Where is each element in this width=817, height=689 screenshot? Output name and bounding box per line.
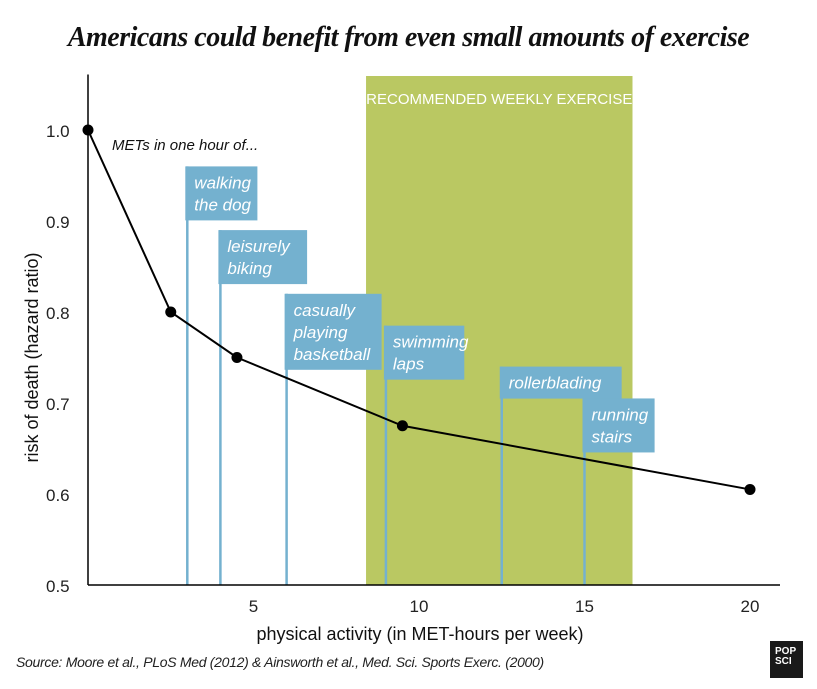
x-axis-label: physical activity (in MET-hours per week… — [256, 624, 583, 644]
activity-label-text: stairs — [592, 427, 633, 446]
activity-label-text: laps — [393, 355, 425, 374]
activity-label-box — [499, 366, 622, 399]
y-tick-label: 0.9 — [46, 213, 70, 232]
data-point — [82, 124, 94, 136]
activity-label-text: playing — [293, 323, 348, 342]
logo-line-2: SCI — [775, 656, 792, 667]
x-tick-label: 20 — [741, 597, 760, 616]
activity-label-text: leisurely — [227, 237, 291, 256]
data-point — [396, 420, 408, 432]
activity-label-box — [284, 293, 382, 370]
data-point — [231, 352, 243, 363]
activity-label-box — [582, 398, 655, 453]
y-axis-label: risk of death (hazard ratio) — [22, 252, 42, 462]
x-tick-label: 15 — [575, 597, 594, 616]
activity-label-text: casually — [294, 301, 357, 320]
y-tick-label: 0.5 — [46, 577, 70, 596]
recommended-exercise-label: RECOMMENDED WEEKLY EXERCISE — [366, 91, 632, 108]
y-tick-label: 0.6 — [46, 486, 70, 505]
data-point — [744, 483, 756, 495]
logo-line-1: POP — [775, 646, 797, 657]
activity-label-box — [218, 230, 308, 285]
data-point — [165, 306, 177, 318]
activity-label-text: basketball — [294, 345, 372, 364]
activity-label-text: running — [592, 405, 649, 424]
popsci-logo: POP SCI — [770, 641, 803, 678]
chart-title: Americans could benefit from even small … — [67, 22, 750, 53]
y-tick-label: 1.0 — [46, 122, 70, 141]
x-tick-label: 5 — [249, 597, 258, 616]
y-tick-label: 0.7 — [46, 395, 70, 414]
activity-label-box — [383, 325, 465, 380]
activity-label-box — [185, 166, 258, 221]
activity-label-text: swimming — [393, 333, 469, 352]
x-tick-label: 10 — [410, 597, 429, 616]
activity-label-text: biking — [227, 259, 272, 278]
activity-label-text: walking — [194, 173, 251, 192]
annotation-header: METs in one hour of... — [112, 137, 258, 154]
activity-label-text: the dog — [194, 195, 251, 214]
y-tick-label: 0.8 — [46, 304, 70, 323]
source-citation: Source: Moore et al., PLoS Med (2012) & … — [16, 654, 544, 670]
activity-label-text: rollerblading — [509, 374, 602, 393]
